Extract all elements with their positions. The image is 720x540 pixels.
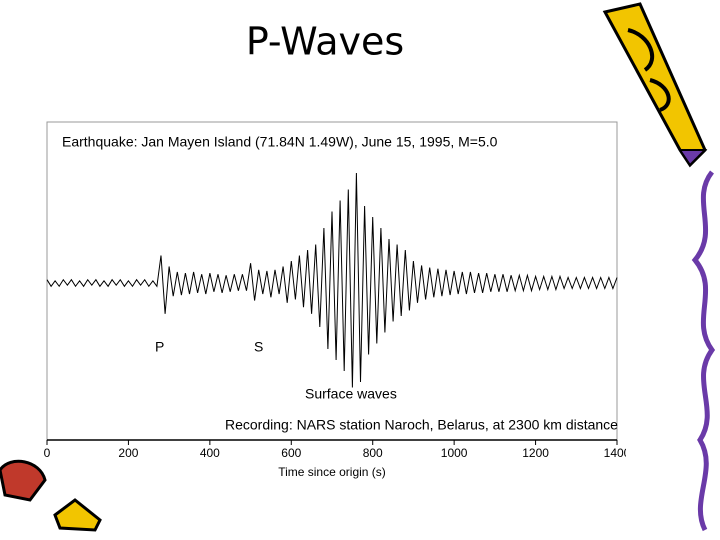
waveform	[46, 172, 618, 388]
pencil-decoration	[602, 2, 708, 168]
annotation: S	[254, 339, 263, 355]
x-tick-label: 1400	[604, 446, 631, 460]
x-tick-label: 0	[44, 446, 51, 460]
slide-title: P-Waves	[246, 20, 404, 64]
annotation: Surface waves	[305, 386, 397, 402]
x-axis-label: Time since origin (s)	[278, 465, 386, 479]
x-tick-label: 1200	[522, 446, 549, 460]
x-tick-label: 1000	[441, 446, 468, 460]
chart-title: Earthquake: Jan Mayen Island (71.84N 1.4…	[62, 134, 498, 150]
annotation: Recording: NARS station Naroch, Belarus,…	[225, 417, 618, 433]
annotation: P	[155, 339, 164, 355]
squiggle-decoration	[691, 170, 716, 532]
corner-decoration	[0, 459, 102, 532]
x-tick-label: 400	[200, 446, 220, 460]
x-tick-label: 600	[281, 446, 301, 460]
x-tick-label: 200	[118, 446, 138, 460]
x-tick-label: 800	[363, 446, 383, 460]
plot: 0 200 400 600 800 1000 1200 1400	[44, 172, 631, 460]
